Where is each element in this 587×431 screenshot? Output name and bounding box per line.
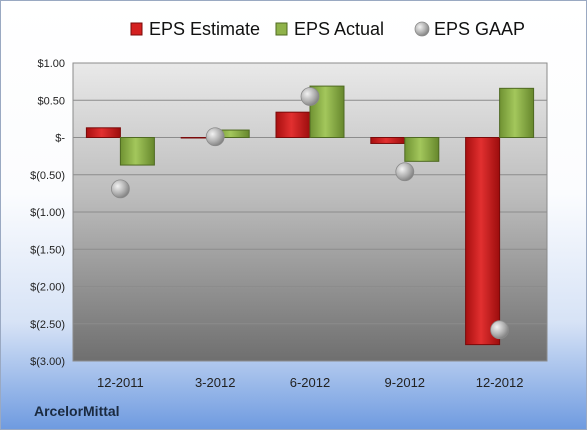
- legend-estimate-swatch: [130, 22, 143, 36]
- y-tick-label: $1.00: [37, 58, 65, 70]
- y-tick-label: $(2.50): [30, 319, 65, 331]
- actual-bar: [404, 137, 440, 162]
- gaap-points: [111, 87, 510, 340]
- legend-gaap-swatch: [414, 21, 430, 37]
- estimate-bar: [370, 137, 406, 144]
- gaap-point: [205, 127, 225, 147]
- bars: [85, 85, 535, 346]
- x-tick-label: 3-2012: [195, 375, 235, 390]
- legend-label: EPS GAAP: [434, 19, 525, 39]
- x-tick-label: 12-2012: [476, 375, 524, 390]
- estimate-bar: [275, 111, 311, 138]
- gaap-point: [395, 162, 415, 182]
- legend: EPS Estimate EPS Actual EPS GAAP: [130, 19, 525, 39]
- y-tick-label: $(3.00): [30, 356, 65, 368]
- x-tick-label: 12-2011: [97, 375, 144, 390]
- y-tick-label: $(0.50): [30, 170, 65, 182]
- y-tick-label: $(2.00): [30, 282, 65, 294]
- legend-label: EPS Estimate: [149, 19, 260, 39]
- y-axis-ticks: $1.00 $0.50 $- $(0.50) $(1.00) $(1.50) $(2.00)…: [30, 58, 65, 368]
- company-name: ArcelorMittal: [34, 403, 120, 419]
- y-tick-label: $(1.50): [30, 244, 65, 256]
- y-tick-label: $0.50: [37, 95, 65, 107]
- gaap-point: [111, 179, 130, 199]
- gaap-point: [490, 320, 510, 340]
- legend-label: EPS Actual: [294, 19, 384, 39]
- x-tick-label: 6-2012: [290, 375, 330, 390]
- y-tick-label: $(1.00): [30, 207, 65, 219]
- estimate-bar: [85, 127, 121, 139]
- actual-bar: [119, 137, 155, 166]
- actual-bar: [499, 87, 535, 138]
- legend-actual-swatch: [275, 22, 288, 36]
- gaap-point: [300, 87, 320, 106]
- y-tick-label: $-: [55, 133, 65, 145]
- x-axis-ticks: 12-2011 3-2012 6-2012 9-2012 12-2012: [97, 375, 523, 390]
- estimate-bar: [465, 137, 501, 346]
- x-tick-label: 9-2012: [385, 375, 425, 390]
